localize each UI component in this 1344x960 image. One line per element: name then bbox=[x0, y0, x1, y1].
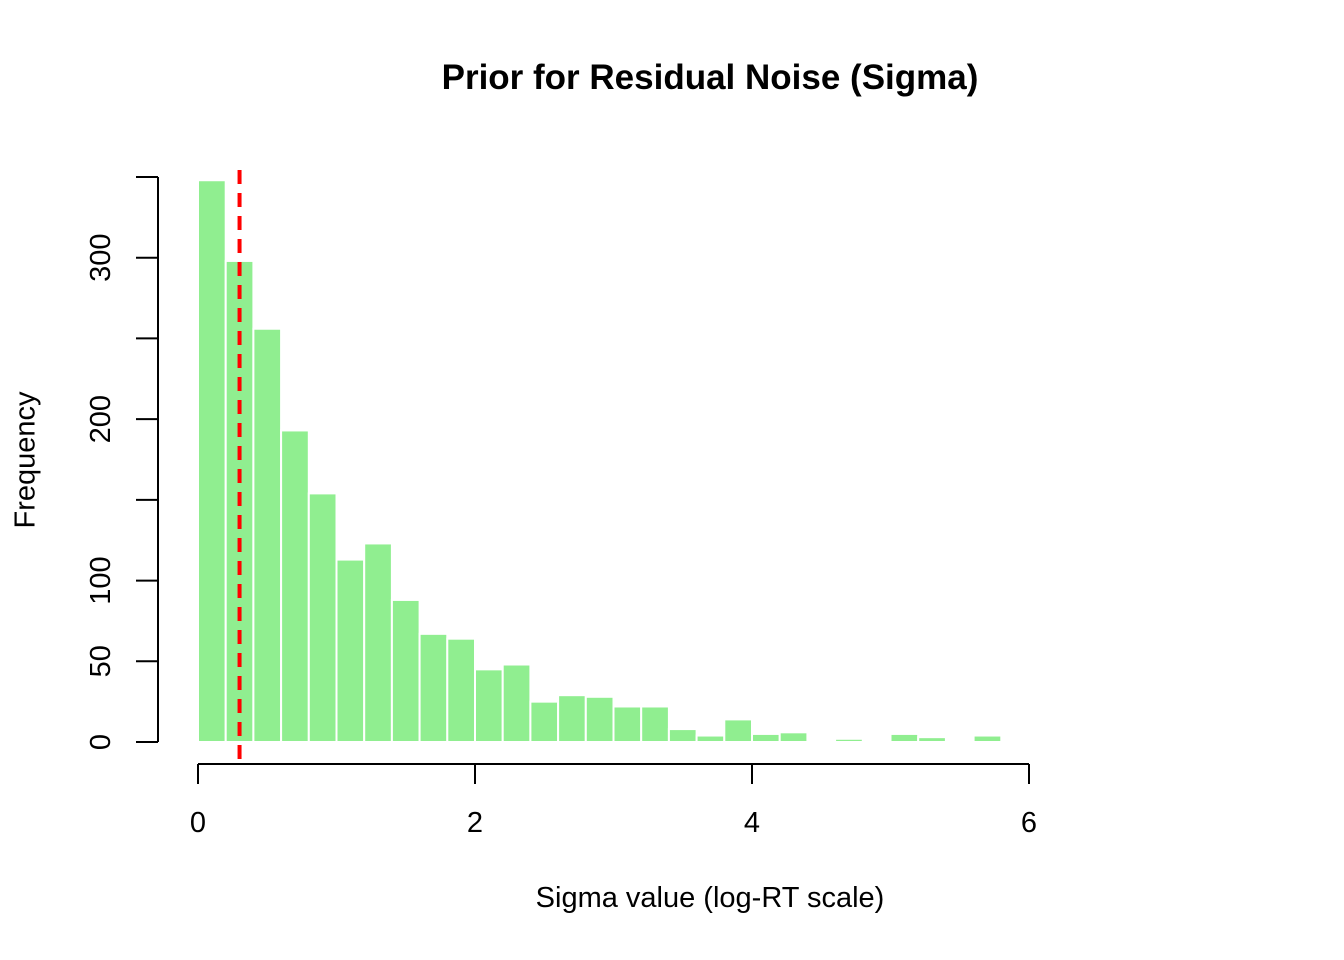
histogram-bar bbox=[335, 558, 366, 743]
histogram-bar bbox=[446, 637, 476, 744]
histogram-bar bbox=[390, 598, 421, 744]
y-tick-label: 0 bbox=[85, 734, 117, 750]
x-axis-label: Sigma value (log-RT scale) bbox=[535, 882, 885, 914]
histogram-bar bbox=[612, 705, 643, 744]
histogram-bar bbox=[723, 718, 753, 744]
x-tick-label: 0 bbox=[190, 807, 206, 839]
y-tick-label: 100 bbox=[85, 556, 117, 604]
bars-group bbox=[197, 179, 1003, 744]
histogram-bar bbox=[640, 705, 670, 744]
histogram-bar bbox=[501, 663, 532, 743]
y-tick-label: 300 bbox=[85, 234, 117, 282]
chart-title: Prior for Residual Noise (Sigma) bbox=[441, 58, 979, 97]
y-axis: 0 50 100 200 300 bbox=[85, 176, 159, 750]
histogram-bar bbox=[280, 429, 310, 743]
histogram-bar bbox=[778, 731, 809, 743]
x-tick-label: 4 bbox=[744, 807, 760, 839]
histogram-bar bbox=[584, 695, 615, 743]
histogram-bar bbox=[197, 179, 227, 743]
x-tick-label: 2 bbox=[467, 807, 483, 839]
y-tick-label: 50 bbox=[85, 645, 117, 677]
histogram-bar bbox=[529, 700, 560, 744]
histogram-bar bbox=[751, 732, 781, 744]
histogram-bar bbox=[667, 728, 698, 743]
histogram-bar bbox=[917, 736, 947, 744]
histogram-bar bbox=[834, 737, 864, 743]
histogram-bar bbox=[889, 732, 920, 744]
y-tick-label: 200 bbox=[85, 395, 117, 443]
histogram-bar bbox=[363, 542, 393, 744]
histogram-bar bbox=[972, 734, 1003, 743]
histogram-bar bbox=[695, 734, 726, 743]
histogram-bar bbox=[252, 327, 283, 743]
histogram-bar bbox=[557, 694, 587, 744]
x-axis: 0 2 4 6 bbox=[190, 763, 1037, 839]
x-tick-label: 6 bbox=[1021, 807, 1037, 839]
histogram-bar bbox=[307, 492, 338, 743]
histogram-bar bbox=[418, 632, 449, 743]
histogram-bar bbox=[474, 668, 504, 743]
